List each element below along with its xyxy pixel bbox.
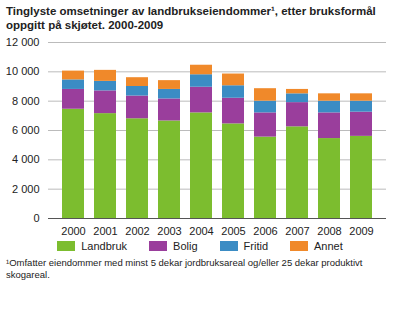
svg-text:2004: 2004 <box>189 225 213 237</box>
html-text:Tinglyste omsetninger av landb: Tinglyste omsetninger av landbrukseiendo… <box>6 5 376 31</box>
svg-text:10 000: 10 000 <box>6 65 40 77</box>
svg-text:6 000: 6 000 <box>12 124 40 136</box>
html-text:Landbruk: Landbruk <box>81 240 128 252</box>
svg-text:2009: 2009 <box>349 225 373 237</box>
html-text:¹Omfatter eiendommer med minst: ¹Omfatter eiendommer med minst 5 dekar j… <box>6 257 363 280</box>
svg-text:8 000: 8 000 <box>12 95 40 107</box>
svg-text:12 000: 12 000 <box>6 36 40 48</box>
svg-text:2008: 2008 <box>317 225 341 237</box>
svg-text:4 000: 4 000 <box>12 153 40 165</box>
html-text:Bolig: Bolig <box>173 240 198 252</box>
svg-text:2005: 2005 <box>221 225 245 237</box>
svg-text:2000: 2000 <box>61 225 85 237</box>
html-text:Annet: Annet <box>314 240 343 252</box>
svg-text:2003: 2003 <box>157 225 181 237</box>
svg-text:2007: 2007 <box>285 225 309 237</box>
svg-text:2 000: 2 000 <box>12 183 40 195</box>
svg-text:2002: 2002 <box>125 225 149 237</box>
html-text:Fritid: Fritid <box>243 240 268 252</box>
svg-text:2001: 2001 <box>93 225 117 237</box>
svg-text:0: 0 <box>33 212 39 224</box>
svg-text:2006: 2006 <box>253 225 277 237</box>
